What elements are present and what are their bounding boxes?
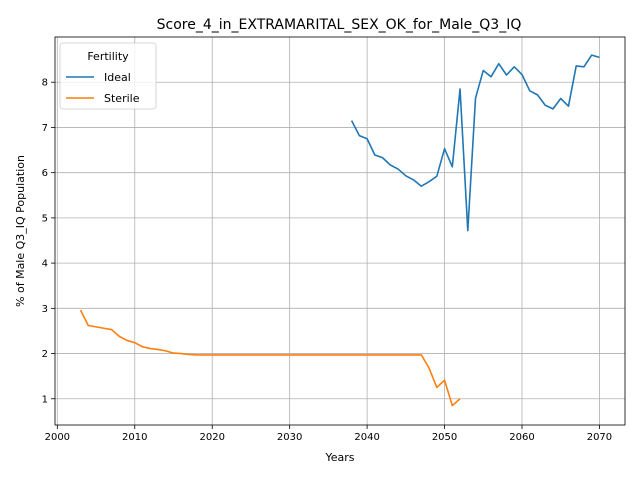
x-tick-label: 2040	[354, 432, 379, 443]
plot-frame	[54, 36, 626, 426]
y-tick-label: 4	[42, 259, 48, 270]
legend: Fertility Ideal Sterile	[59, 42, 157, 110]
y-tick-label: 7	[42, 123, 48, 134]
y-axis-ticks: 1 2 3 4 5 6 7 8	[42, 78, 55, 405]
y-tick-label: 6	[42, 168, 48, 179]
y-tick-label: 8	[42, 78, 48, 89]
y-tick-label: 3	[42, 304, 48, 315]
x-tick-label: 2050	[432, 432, 457, 443]
x-axis-label: Years	[324, 451, 354, 464]
y-tick-label: 2	[42, 349, 48, 360]
legend-box	[59, 42, 157, 110]
x-tick-label: 2020	[199, 432, 224, 443]
legend-label-ideal: Ideal	[104, 71, 131, 84]
x-tick-label: 2030	[277, 432, 302, 443]
legend-title: Fertility	[87, 50, 129, 63]
y-tick-label: 5	[42, 213, 48, 224]
x-tick-label: 2010	[122, 432, 147, 443]
chart-title: Score_4_in_EXTRAMARITAL_SEX_OK_for_Male_…	[157, 17, 522, 33]
grid	[55, 37, 625, 425]
y-axis-label: % of Male Q3_IQ Population	[14, 155, 27, 307]
legend-label-sterile: Sterile	[104, 92, 140, 105]
series-line-sterile	[79, 309, 461, 407]
x-tick-label: 2070	[587, 432, 612, 443]
x-tick-label: 2000	[45, 432, 70, 443]
x-axis-ticks: 2000 2010 2020 2030 2040 2050 2060 2070	[45, 425, 612, 443]
series-line-ideal	[350, 54, 600, 232]
y-tick-label: 1	[42, 394, 48, 405]
series-lines	[79, 54, 600, 407]
x-tick-label: 2060	[509, 432, 534, 443]
